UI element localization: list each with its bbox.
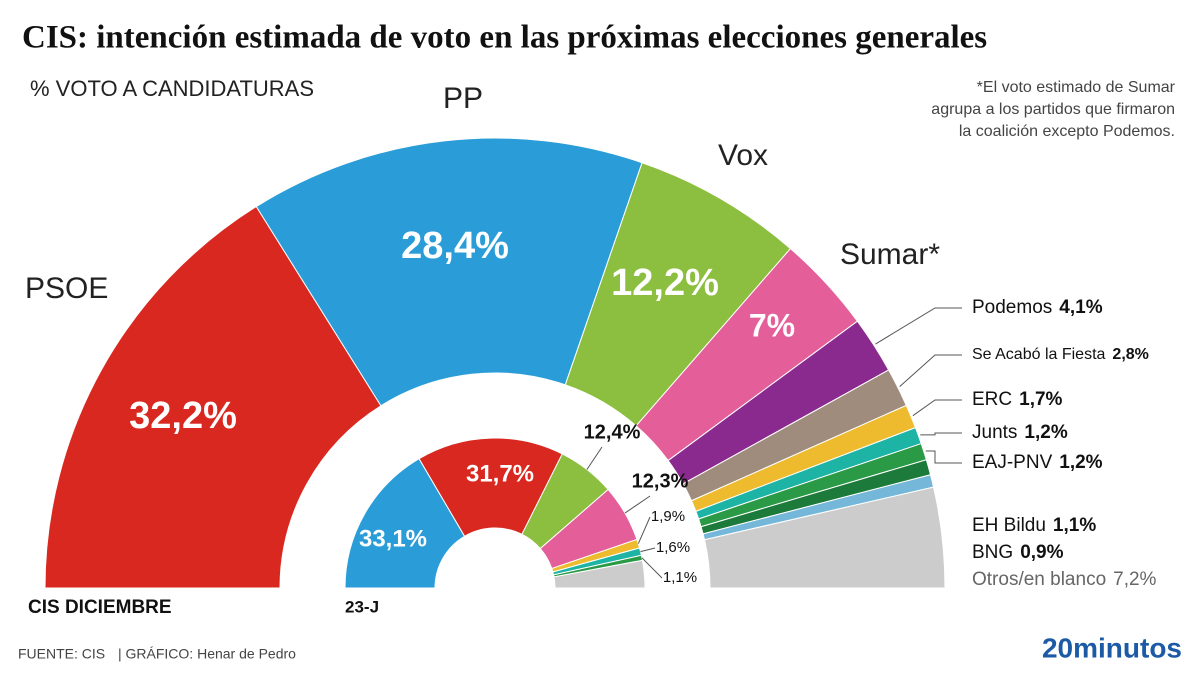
note: agrupa a los partidos que firmaron: [931, 101, 1175, 118]
segment: [255, 137, 643, 407]
inner-ring-title: 23-J: [345, 597, 379, 616]
category-label: Junts: [972, 422, 1017, 443]
value-label: 1,2%: [1024, 422, 1067, 443]
leader-line: [899, 354, 962, 387]
value-label: 1,1%: [1053, 515, 1096, 536]
value-label: 1,2%: [1059, 452, 1102, 473]
legend-row: ERC 1,7%: [972, 389, 1063, 410]
value-label: 31,7%: [466, 460, 534, 487]
category-label: Sumar*: [840, 238, 940, 271]
segment: [418, 437, 563, 537]
legend-row: Junts 1,2%: [972, 422, 1068, 443]
value-label: 12,2%: [611, 262, 719, 304]
legend-row: Otros/en blanco 7,2%: [972, 569, 1157, 590]
source: FUENTE: CIS: [18, 646, 105, 662]
category-label: PSOE: [25, 272, 108, 305]
leader-line: [624, 495, 651, 514]
segment: [44, 205, 382, 589]
leader-line: [925, 450, 962, 464]
value-label: 7%: [749, 307, 795, 343]
value-label: 33,1%: [359, 525, 427, 552]
category-label: PP: [443, 82, 483, 115]
outer-ring-title: CIS DICIEMBRE: [28, 597, 172, 618]
value-label: 1,9%: [651, 508, 685, 525]
leader-line: [912, 399, 962, 417]
category-label: EH Bildu: [972, 515, 1046, 536]
note: la coalición excepto Podemos.: [959, 123, 1175, 140]
value-label: 1,7%: [1019, 389, 1062, 410]
segment: [703, 486, 946, 589]
leader-line: [875, 307, 962, 345]
value-label: 2,8%: [1112, 346, 1148, 363]
category-label: Se Acabó la Fiesta: [972, 346, 1106, 363]
leader-line: [637, 516, 651, 544]
value-label: 28,4%: [401, 225, 509, 267]
subtitle: % VOTO A CANDIDATURAS: [30, 76, 314, 101]
category-label: Otros/en blanco: [972, 569, 1106, 590]
category-label: EAJ-PNV: [972, 452, 1053, 473]
category-label: Vox: [718, 139, 768, 172]
category-label: Podemos: [972, 297, 1052, 318]
logo: 20minutos: [1042, 632, 1182, 663]
legend-row: Se Acabó la Fiesta 2,8%: [972, 346, 1149, 363]
category-label: BNG: [972, 542, 1013, 563]
value-label: 7,2%: [1113, 569, 1156, 590]
category-label: ERC: [972, 389, 1012, 410]
legend-row: Podemos 4,1%: [972, 297, 1103, 318]
value-label: 4,1%: [1059, 297, 1102, 318]
leader-line: [920, 432, 962, 436]
legend-row: EAJ-PNV 1,2%: [972, 452, 1103, 473]
value-label: 12,3%: [632, 470, 689, 492]
segment: [553, 559, 646, 589]
legend-row: EH Bildu 1,1%: [972, 515, 1096, 536]
value-label: 1,1%: [663, 569, 697, 586]
value-label: 0,9%: [1020, 542, 1063, 563]
chart-title: CIS: intención estimada de voto en las p…: [22, 20, 987, 56]
value-label: 32,2%: [129, 395, 237, 437]
leader-line: [641, 557, 663, 579]
value-label: 1,6%: [656, 539, 690, 556]
leader-line: [640, 547, 656, 553]
credit: | GRÁFICO: Henar de Pedro: [118, 646, 296, 662]
note: *El voto estimado de Sumar: [977, 79, 1176, 96]
segment: [344, 457, 466, 589]
value-label: 12,4%: [584, 421, 641, 443]
leader-line: [586, 446, 603, 470]
legend-row: BNG 0,9%: [972, 542, 1064, 563]
